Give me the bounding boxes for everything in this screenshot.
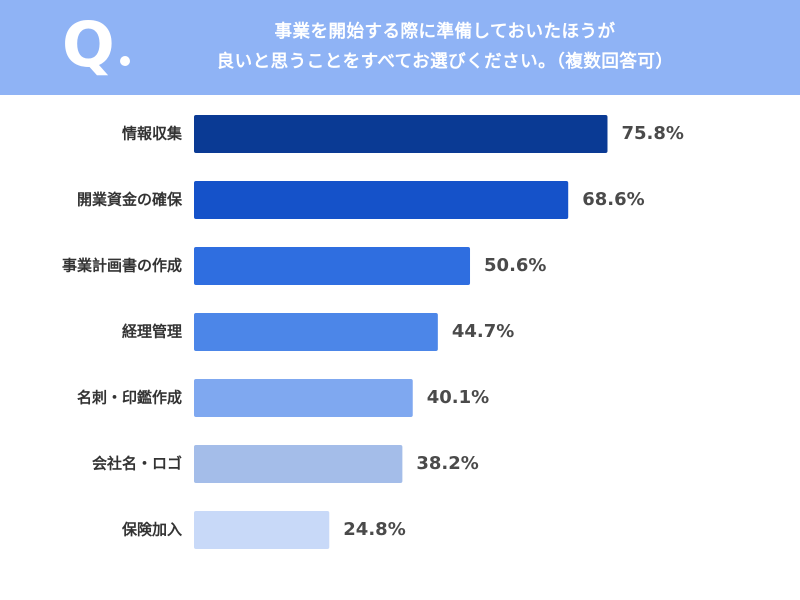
value-label: 40.1% [427,387,489,408]
value-label: 68.6% [582,189,644,210]
question-line-2: 良いと思うことをすべてお選びください。（複数回答可） [216,52,674,72]
question-text: 事業を開始する際に準備しておいたほうが 良いと思うことをすべてお選びください。（… [150,17,740,77]
bar [194,313,438,351]
bar [194,445,403,483]
bar-chart: 情報収集 75.8% 開業資金の確保 68.6% 事業計画書の作成 50.6% 経理管理 44… [62,115,684,549]
bar [194,247,471,285]
category-label: 情報収集 [122,125,183,143]
bar [194,379,413,417]
bar [194,115,608,153]
bar [194,511,330,549]
value-label: 38.2% [416,453,478,474]
category-label: 経理管理 [122,323,182,341]
value-label: 24.8% [343,519,405,540]
value-label: 75.8% [621,123,683,144]
question-line-1: 事業を開始する際に準備しておいたほうが [274,22,616,42]
category-label: 事業計画書の作成 [62,257,182,275]
value-label: 50.6% [484,255,546,276]
question-header: Q 事業を開始する際に準備しておいたほうが 良いと思うことをすべてお選びください… [0,0,800,95]
category-label: 会社名・ロゴ [92,455,182,473]
bar [194,181,569,219]
value-label: 44.7% [452,321,514,342]
category-label: 開業資金の確保 [77,191,183,209]
category-label: 保険加入 [121,521,182,539]
question-mark-dot [120,56,130,66]
question-mark-label: Q [62,8,115,81]
category-label: 名刺・印鑑作成 [77,389,182,407]
